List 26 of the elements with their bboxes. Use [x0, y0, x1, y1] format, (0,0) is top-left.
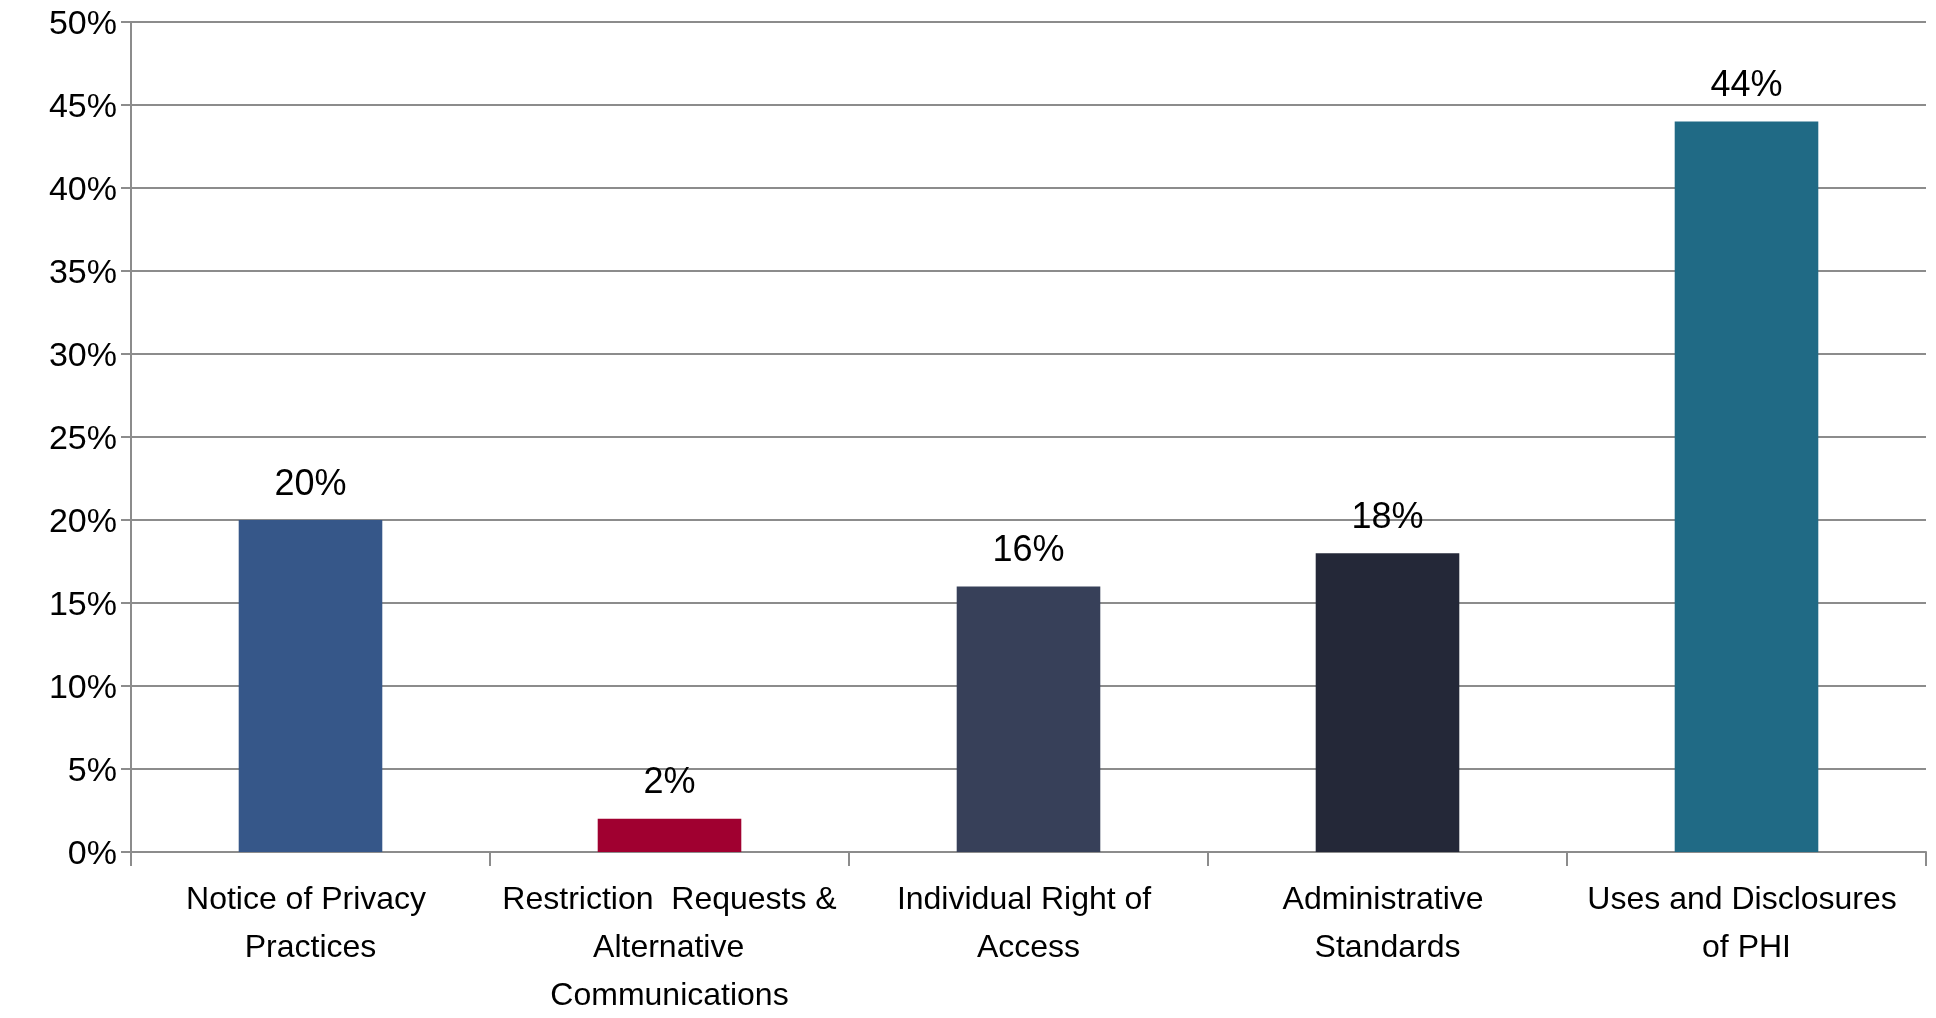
data-label: 44% [1710, 63, 1783, 105]
x-tick-label: Notice of Privacy Practices [186, 880, 435, 964]
x-tick-label: Uses and Disclosures of PHI [1587, 880, 1906, 964]
y-tick-label: 15% [48, 584, 117, 622]
bar [1315, 553, 1460, 852]
x-tick-label: Restriction Requests & Alternative Communications [502, 880, 837, 1012]
y-tick-label: 20% [48, 501, 117, 539]
data-label: 2% [643, 760, 696, 802]
data-label: 16% [992, 527, 1065, 569]
bar [1674, 121, 1819, 852]
bar [238, 520, 383, 852]
bar [597, 818, 742, 852]
y-tick-label: 0% [67, 833, 117, 871]
x-tick-label: Individual Right of Access [896, 880, 1161, 964]
y-tick-label: 35% [48, 252, 117, 290]
y-tick-label: 5% [67, 750, 117, 788]
data-label: 18% [1351, 494, 1424, 536]
y-tick-label: 40% [48, 169, 117, 207]
y-tick-label: 45% [48, 86, 117, 124]
y-tick-label: 50% [48, 3, 117, 41]
y-tick-label: 10% [48, 667, 117, 705]
y-tick-label: 30% [48, 335, 117, 373]
bar [956, 586, 1101, 852]
y-tick-label: 25% [48, 418, 117, 456]
data-label: 20% [274, 461, 347, 503]
x-tick-label: Administrative Standards [1282, 880, 1493, 964]
